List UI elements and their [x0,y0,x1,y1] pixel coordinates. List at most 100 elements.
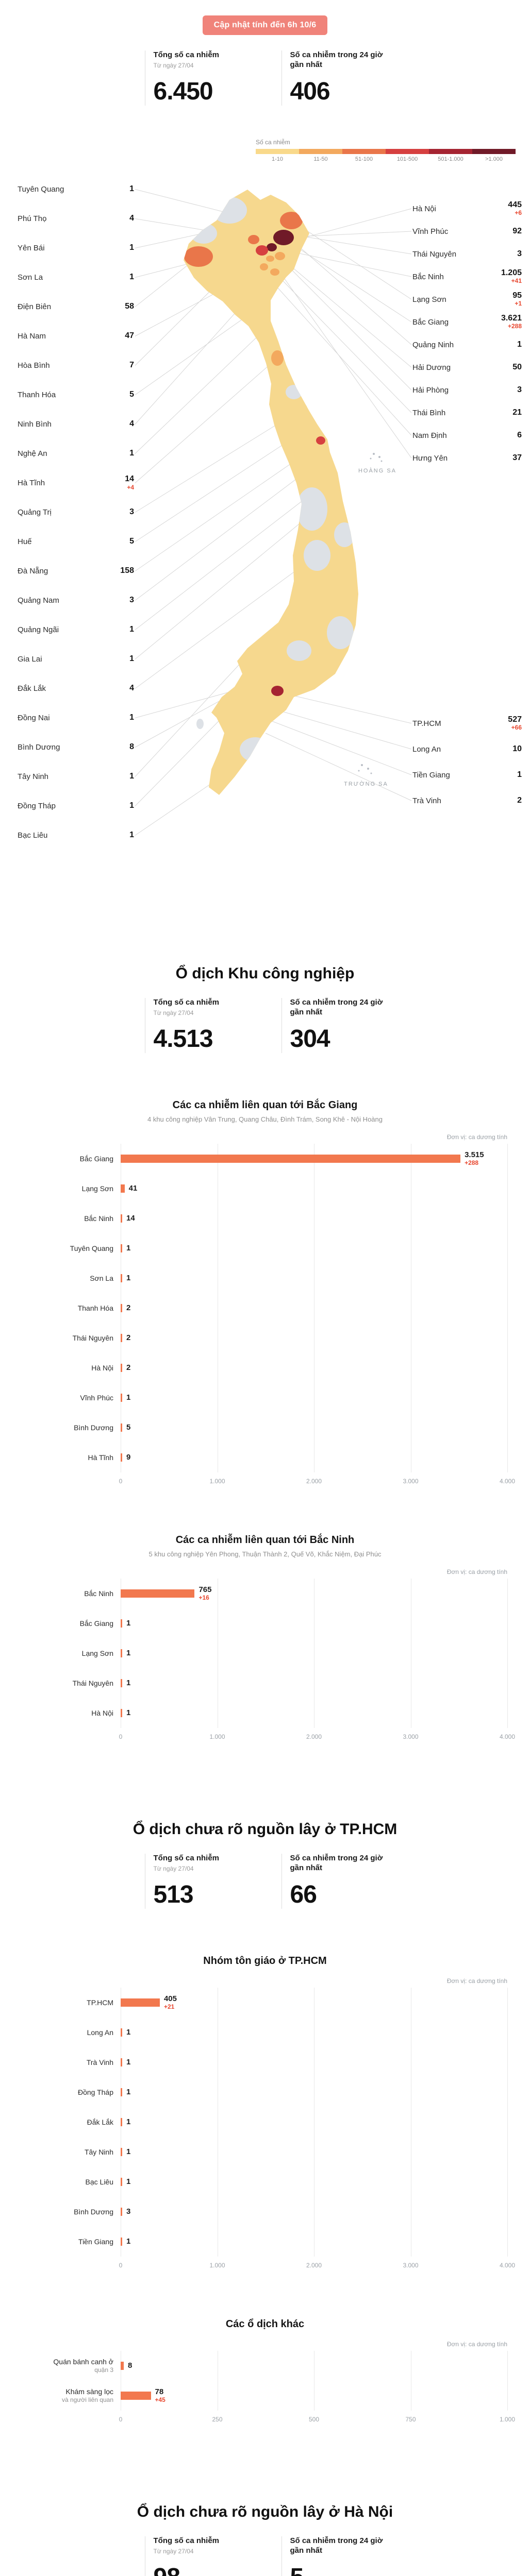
stat-total: Tổng số ca nhiễm Từ ngày 27/04 98 [144,2536,245,2576]
category-name: Bình Dương [74,2207,113,2216]
province-name: Hải Dương [412,363,451,372]
category-name: Hà Nội [91,1363,113,1372]
bar [121,2118,122,2126]
axis-tick-label: 0 [119,1478,123,1485]
chart-row: Lạng Sơn 41 [23,1174,507,1204]
legend-bin-label: 1-10 [271,156,284,162]
province-row: Phú Thọ 4 [18,204,134,233]
stat-recent: Số ca nhiễm trong 24 giờ gần nhất 66 [281,1854,386,1909]
value-label: 1 [126,2237,131,2246]
update-badge: Cập nhật tính đến 6h 10/6 [202,15,328,35]
province-name: Hải Phòng [412,385,449,395]
plot-cell: 2 [121,1323,507,1353]
category-label: Hà Nội [23,1363,121,1372]
category-label: TP.HCM [23,1998,121,2007]
value-block: 41 [129,1184,138,1193]
province-list-right: Hà Nội 445 +6 Vĩnh Phúc 92 Thái Nguyên 3… [412,197,522,469]
category-label: Quán bánh canh ở quận 3 [23,2357,121,2375]
legend-bin-label: 101-500 [396,156,418,162]
province-case-count: 8 [129,742,134,752]
truong-sa-islands: TRƯỜNG SA [344,764,387,787]
category-name: Đồng Tháp [77,2088,113,2096]
value-block: 1 [126,1393,130,1402]
legend-color-swatch [299,149,342,154]
category-label: Bình Dương [23,1423,121,1432]
case-hotspots [184,212,325,696]
overview-stats: Tổng số ca nhiễm Từ ngày 27/04 6.450 Số … [0,50,530,106]
province-name: Đà Nẵng [18,567,48,575]
category-label: Bắc Ninh [23,1214,121,1223]
province-name: Bạc Liêu [18,831,48,840]
province-case-count: 2 [517,795,522,805]
province-value-block: 1 [129,772,134,781]
stat-recent: Số ca nhiễm trong 24 giờ gần nhất 304 [281,998,386,1053]
province-row: Quảng Ninh 1 [412,333,522,356]
chart-unit-label: Đơn vị: ca dương tính [446,1977,507,1985]
chart-row: Thanh Hóa 2 [23,1293,507,1323]
bar [121,2058,122,2066]
province-row: Bạc Liêu 1 [18,821,134,850]
badge-row: Cập nhật tính đến 6h 10/6 [0,0,530,35]
section-industrial: Ổ dịch Khu công nghiệp Tổng số ca nhiễm … [0,965,530,1743]
province-name: Trà Vinh [412,796,441,805]
category-label: Bình Dương [23,2207,121,2216]
x-axis: 0 250 500 750 1.000 [23,2411,515,2426]
province-value-block: 1 [129,625,134,634]
axis-tick-label: 3.000 [403,2262,419,2269]
stat-recent-value: 406 [290,78,330,105]
province-case-count: 6 [517,430,522,439]
category-name: Bình Dương [74,1423,113,1432]
axis-tick-label: 1.000 [209,2262,225,2269]
category-name: TP.HCM [87,1998,113,2007]
province-row: Điện Biên 58 [18,292,134,321]
stat-total: Tổng số ca nhiễm Từ ngày 27/04 513 [144,1854,245,1909]
province-case-count: 58 [125,302,134,311]
province-row: Thái Nguyên 3 [412,243,522,265]
province-case-count: 47 [125,331,134,341]
bar [121,1649,122,1657]
bar [121,2392,151,2400]
chart-row: Trà Vinh 1 [23,2047,507,2077]
country-outline [184,190,358,795]
value-label: 2 [126,1333,131,1343]
stat-total-value: 98 [154,2563,245,2576]
province-name: Quảng Nam [18,596,59,605]
value-label: 3 [126,2207,131,2216]
value-label: 78 [155,2387,164,2397]
province-row: Tuyên Quang 1 [18,175,134,204]
bar [121,2148,122,2156]
value-block: 1 [126,2117,130,2126]
stat-total-label: Tổng số ca nhiễm [153,2536,220,2545]
chart-rows: Bắc Giang 3.515 +288 Lạng Sơn 41 Bắc Ninh 14 Tu… [23,1144,507,1472]
value-block: 9 [126,1453,130,1462]
province-row: Trà Vinh 2 [412,788,522,814]
province-name: Bắc Ninh [412,272,444,281]
bar [121,1214,122,1223]
province-value-block: 1 [517,770,522,779]
grid-line [507,1144,508,1472]
province-row: Ninh Bình 4 [18,410,134,439]
chart-row: Tuyên Quang 1 [23,1233,507,1263]
province-name: Đồng Tháp [18,802,56,810]
stat-recent-label: Số ca nhiễm trong 24 giờ gần nhất [290,998,383,1016]
chart-row: Bình Dương 5 [23,1413,507,1443]
x-axis: 0 1.000 2.000 3.000 4.000 [23,1472,515,1488]
value-label: 3.515 [465,1150,484,1160]
province-name: Hưng Yên [412,453,448,463]
category-name: Quán bánh canh ở [53,2358,113,2366]
province-name: Sơn La [18,273,43,282]
category-name: Bắc Giang [79,1154,113,1163]
bar-chart-other-clusters: Quán bánh canh ở quận 3 8 Khám sàng lọc và n… [23,2351,515,2426]
bar-chart-religious-group: TP.HCM 405 +21 Long An 1 Trà Vinh 1 Đồng Tháp 1 Đ… [23,1988,515,2272]
chart-title: Các ca nhiễm liên quan tới Bắc Giang [172,1099,358,1111]
legend-bin: 11-50 [299,149,342,162]
category-label: Hà Tĩnh [23,1453,121,1462]
province-case-count: 1 [129,625,134,634]
chart-row: Bắc Giang 3.515 +288 [23,1144,507,1174]
province-value-block: 445 +6 [508,200,522,217]
category-name: Bắc Giang [79,1619,113,1628]
delta-label: +21 [163,2003,175,2010]
category-label: Trà Vinh [23,2058,121,2067]
value-block: 1 [126,2177,130,2186]
